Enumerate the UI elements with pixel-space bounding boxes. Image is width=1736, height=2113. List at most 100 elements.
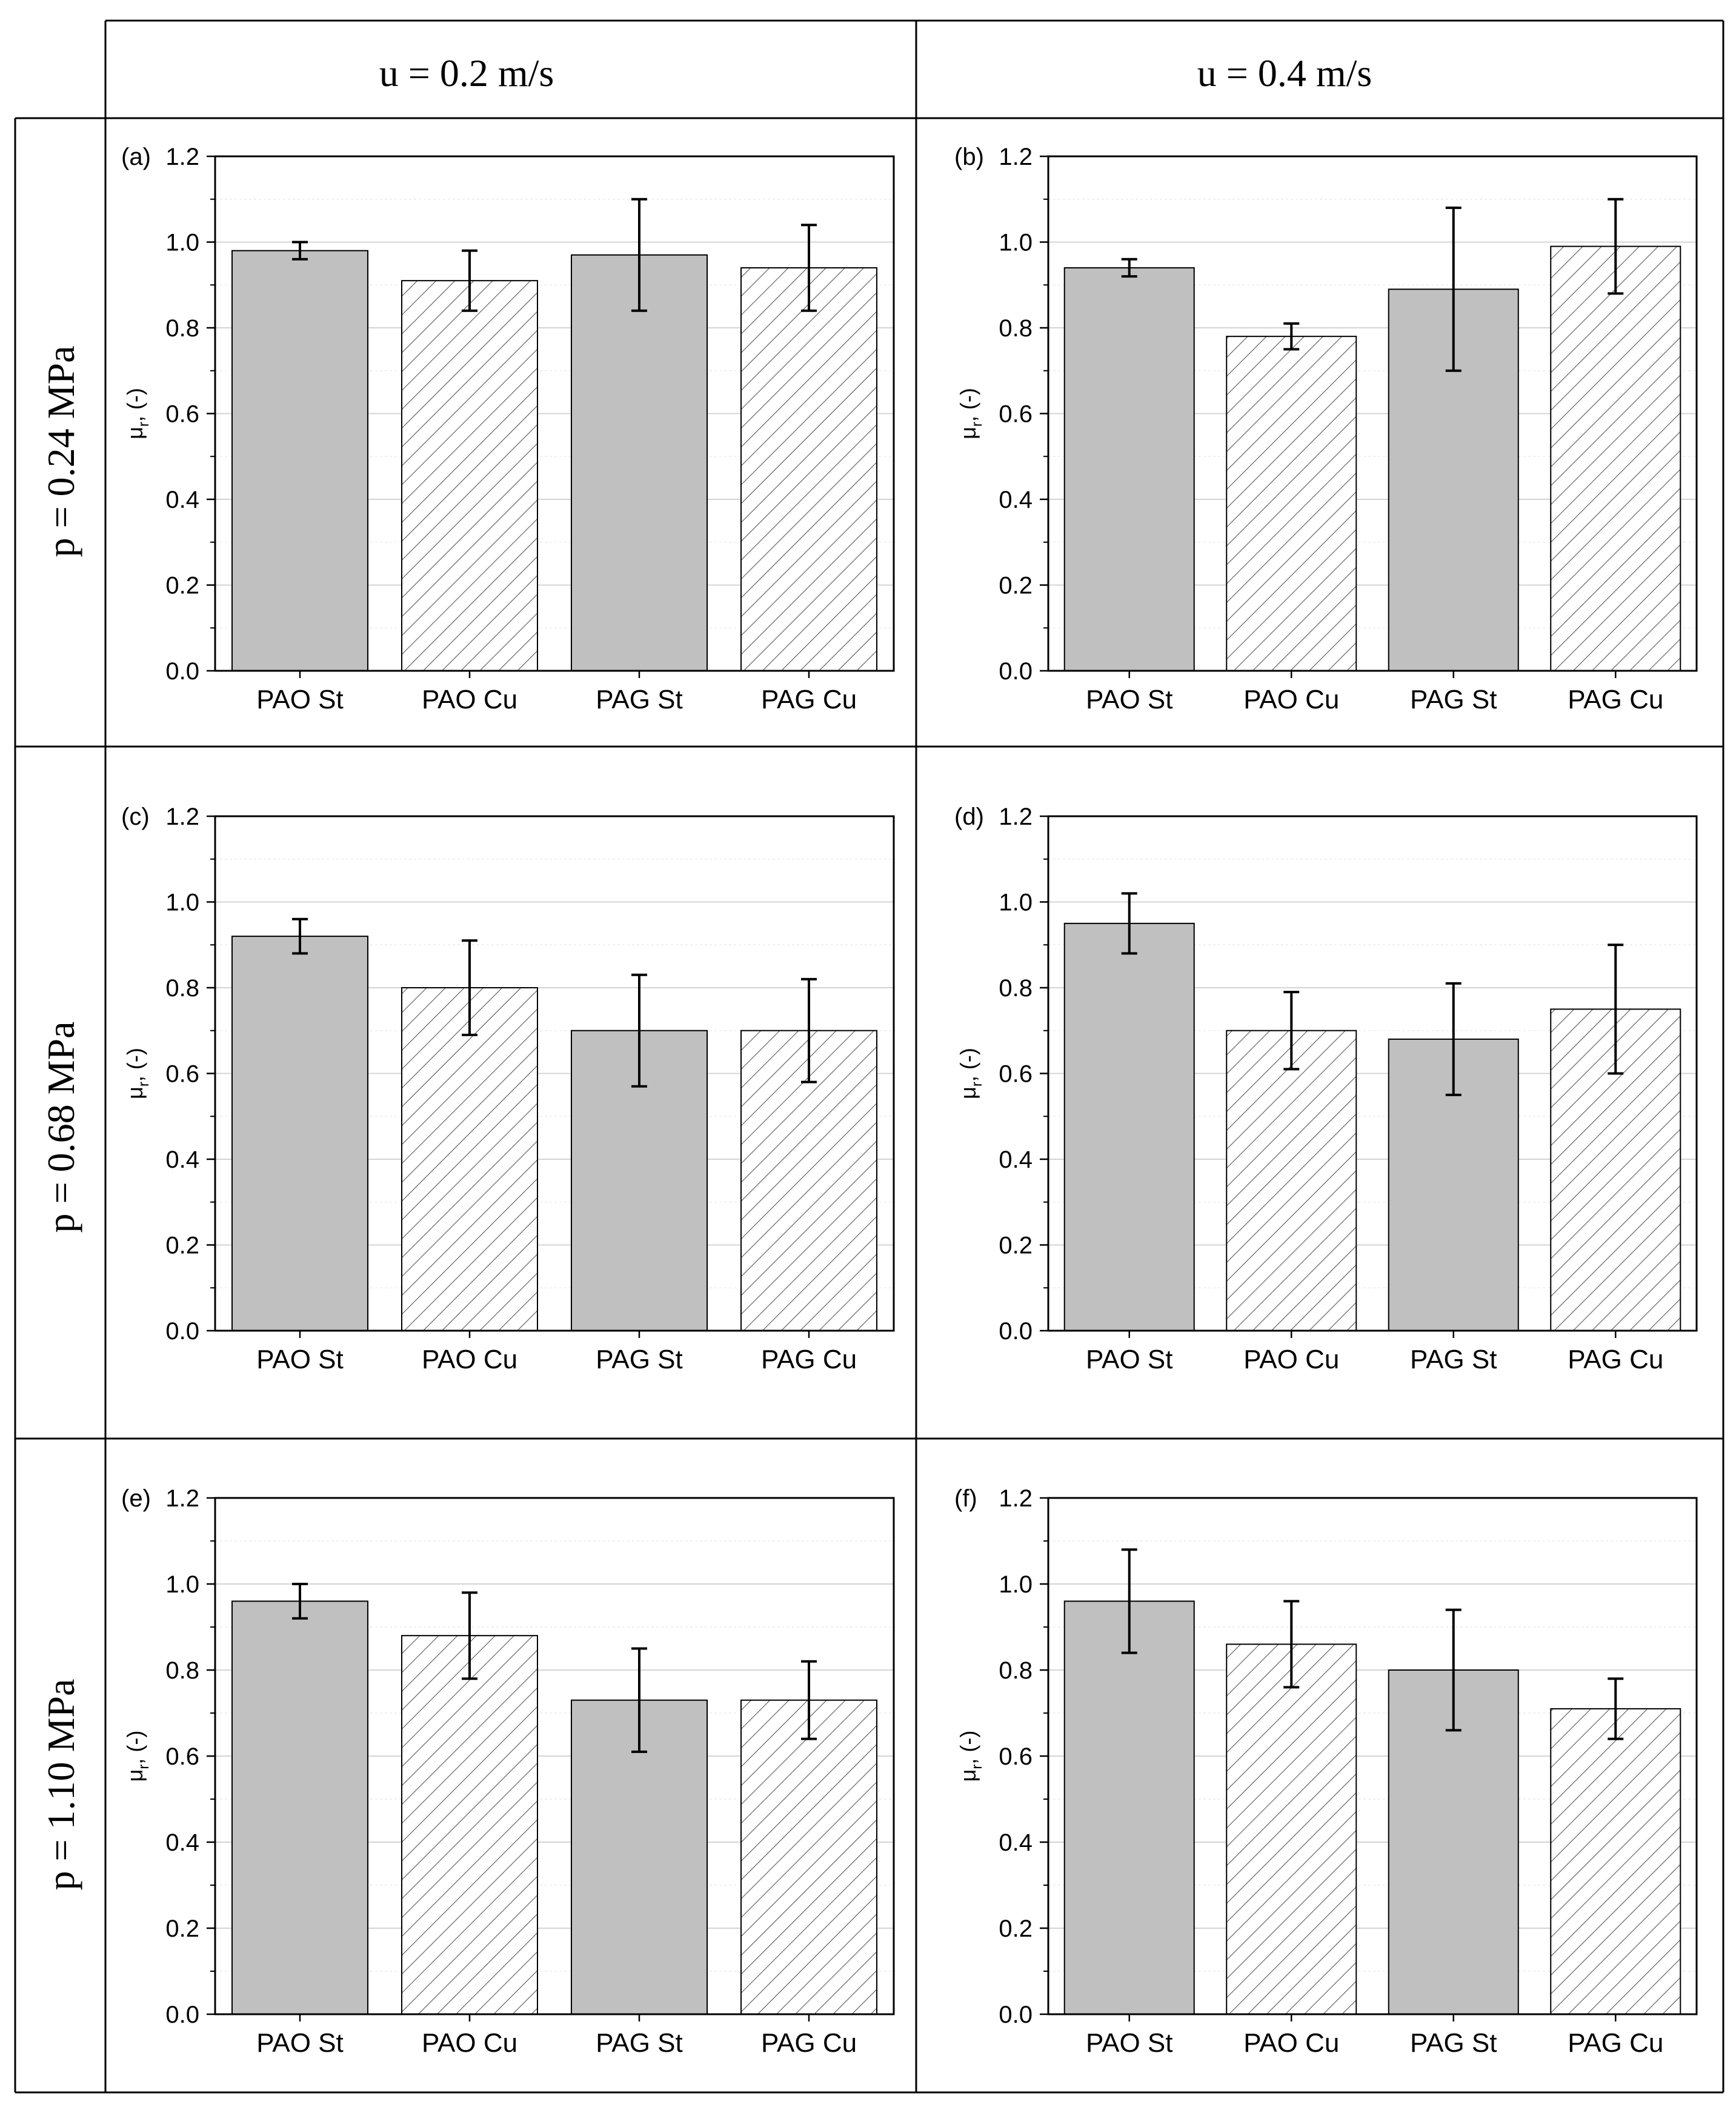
y-tick-label: 0.6 bbox=[165, 401, 199, 428]
y-tick-label: 0.2 bbox=[165, 573, 199, 599]
y-axis-label-sub: r bbox=[969, 1765, 985, 1769]
panel-c: PAO St PAO Cu PAG St PAG Cu 0.0 0.2 0.4 0.6 0.8 1… bbox=[121, 804, 895, 1374]
y-tick-label: 0.0 bbox=[999, 658, 1033, 685]
panel-label: (b) bbox=[954, 144, 984, 170]
y-axis-label: μr, (-) bbox=[122, 1731, 152, 1782]
y-tick-label: 0.8 bbox=[999, 975, 1033, 1002]
col-header-u-0.2: u = 0.2 m/s bbox=[379, 52, 554, 95]
bar-pag-cu bbox=[740, 1699, 877, 2015]
x-tick-label: PAO Cu bbox=[422, 1345, 517, 1374]
row-header-p-0.24: p = 0.24 MPa bbox=[39, 346, 82, 557]
y-tick-label: 0.4 bbox=[999, 487, 1033, 513]
y-axis-label: μr, (-) bbox=[122, 388, 152, 439]
bar-pao-cu bbox=[1226, 1030, 1357, 1331]
y-axis-label-suffix: , (-) bbox=[122, 1731, 147, 1765]
y-tick-label: 0.8 bbox=[165, 975, 199, 1002]
y-tick-label: 0.2 bbox=[165, 1233, 199, 1259]
y-tick-label: 0.0 bbox=[999, 1318, 1033, 1345]
x-tick-label: PAO Cu bbox=[1243, 2028, 1339, 2058]
y-axis-label: μr, (-) bbox=[956, 1731, 985, 1782]
y-tick-label: 0.2 bbox=[999, 1233, 1033, 1259]
y-axis-label-main: μ bbox=[956, 1086, 980, 1099]
panel-d: PAO St PAO Cu PAG St PAG Cu 0.0 0.2 0.4 0.6 0.8 1… bbox=[954, 804, 1698, 1374]
x-tick-label: PAG St bbox=[596, 685, 682, 714]
x-tick-label: PAO Cu bbox=[1243, 685, 1339, 714]
x-tick-label: PAO Cu bbox=[1243, 1345, 1339, 1374]
layout-table-grid bbox=[14, 19, 1724, 2094]
y-axis-label-suffix: , (-) bbox=[122, 388, 147, 422]
y-tick-label: 1.0 bbox=[999, 890, 1033, 916]
y-axis-label-sub: r bbox=[136, 422, 152, 427]
y-axis-label-sub: r bbox=[969, 422, 985, 427]
y-tick-label: 0.6 bbox=[999, 1061, 1033, 1088]
y-axis-label-main: μ bbox=[122, 1769, 147, 1782]
y-tick-label: 0.6 bbox=[165, 1061, 199, 1088]
x-tick-label: PAG Cu bbox=[1568, 685, 1663, 714]
y-tick-label: 0.0 bbox=[165, 1318, 199, 1345]
y-axis-label-main: μ bbox=[122, 1086, 147, 1099]
y-axis-label-suffix: , (-) bbox=[122, 1048, 147, 1082]
row-header-p-0.68: p = 0.68 MPa bbox=[39, 1022, 82, 1233]
y-tick-label: 1.0 bbox=[165, 1571, 199, 1598]
y-tick-label: 0.2 bbox=[165, 1915, 199, 1942]
bar-pag-st bbox=[571, 254, 708, 672]
y-tick-label: 0.8 bbox=[165, 315, 199, 342]
y-tick-label: 1.2 bbox=[999, 144, 1033, 170]
y-axis-label-main: μ bbox=[122, 427, 147, 439]
panel-label: (f) bbox=[954, 1485, 977, 1512]
bar-pao-st bbox=[231, 1600, 368, 2015]
bar-pao-cu bbox=[1226, 336, 1357, 671]
y-tick-label: 1.0 bbox=[999, 1571, 1033, 1598]
y-tick-label: 1.2 bbox=[165, 804, 199, 830]
y-tick-label: 1.2 bbox=[999, 804, 1033, 830]
y-tick-label: 0.6 bbox=[999, 401, 1033, 428]
x-tick-label: PAG Cu bbox=[761, 2028, 857, 2058]
bar-pao-cu bbox=[1226, 1643, 1357, 2015]
y-tick-label: 1.0 bbox=[999, 230, 1033, 256]
y-tick-label: 1.0 bbox=[165, 890, 199, 916]
bar-pao-st bbox=[1063, 267, 1195, 671]
y-axis-label-suffix: , (-) bbox=[956, 1731, 980, 1765]
y-tick-label: 0.4 bbox=[999, 1146, 1033, 1173]
y-tick-label: 1.0 bbox=[165, 230, 199, 256]
y-tick-label: 0.2 bbox=[999, 573, 1033, 599]
x-tick-label: PAG Cu bbox=[1568, 2028, 1663, 2058]
x-tick-label: PAO Cu bbox=[422, 2028, 517, 2058]
panel-label: (c) bbox=[121, 804, 150, 830]
y-axis-label-suffix: , (-) bbox=[956, 388, 980, 422]
y-tick-label: 1.2 bbox=[165, 1485, 199, 1512]
y-axis-label-sub: r bbox=[136, 1082, 152, 1086]
y-tick-label: 0.8 bbox=[165, 1657, 199, 1684]
bar-pao-st bbox=[231, 250, 368, 671]
panel-label: (e) bbox=[121, 1485, 151, 1512]
bar-pao-cu bbox=[401, 987, 538, 1331]
bar-pag-cu bbox=[1550, 245, 1681, 671]
y-axis-label-main: μ bbox=[956, 1769, 980, 1782]
y-tick-label: 0.4 bbox=[165, 487, 199, 513]
y-tick-label: 0.8 bbox=[999, 315, 1033, 342]
x-tick-label: PAG Cu bbox=[761, 1345, 857, 1374]
row-header-p-1.10: p = 1.10 MPa bbox=[39, 1679, 82, 1891]
x-tick-label: PAG St bbox=[596, 1345, 682, 1374]
y-tick-label: 0.0 bbox=[165, 2002, 199, 2028]
x-tick-label: PAG Cu bbox=[761, 685, 857, 714]
y-tick-label: 0.6 bbox=[165, 1743, 199, 1770]
y-axis-label: μr, (-) bbox=[956, 1048, 985, 1099]
x-tick-label: PAG St bbox=[1410, 685, 1497, 714]
x-tick-label: PAO St bbox=[256, 2028, 343, 2058]
y-tick-label: 0.0 bbox=[165, 658, 199, 685]
y-tick-label: 1.2 bbox=[165, 144, 199, 170]
y-tick-label: 0.8 bbox=[999, 1657, 1033, 1684]
x-tick-label: PAO St bbox=[256, 1345, 343, 1374]
x-tick-label: PAG St bbox=[1410, 1345, 1497, 1374]
y-tick-label: 0.6 bbox=[999, 1743, 1033, 1770]
x-tick-label: PAG St bbox=[596, 2028, 682, 2058]
y-axis-label-sub: r bbox=[136, 1765, 152, 1769]
x-tick-label: PAO St bbox=[1086, 2028, 1172, 2058]
y-axis-label: μr, (-) bbox=[956, 388, 985, 439]
panel-f: PAO St PAO Cu PAG St PAG Cu 0.0 0.2 0.4 0.6 0.8 1… bbox=[954, 1485, 1698, 2058]
y-axis-label: μr, (-) bbox=[122, 1048, 152, 1099]
bar-pao-st bbox=[231, 936, 368, 1331]
x-tick-label: PAO St bbox=[1086, 685, 1172, 714]
